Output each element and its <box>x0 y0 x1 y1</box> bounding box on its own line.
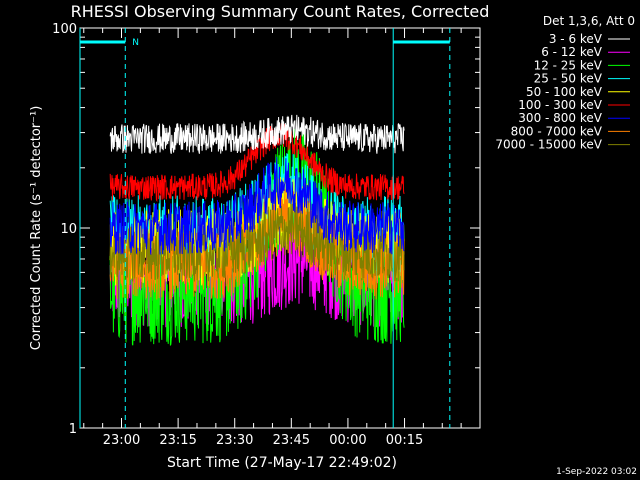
y-axis-label: Corrected Count Rate (s⁻¹ detector⁻¹) <box>29 106 44 351</box>
y-tick-label: 10 <box>60 222 77 237</box>
legend-label-3: 25 - 50 keV <box>534 72 603 86</box>
event-label: N <box>132 38 139 48</box>
legend-label-1: 6 - 12 keV <box>541 45 603 59</box>
y-tick-label: 100 <box>52 22 77 37</box>
x-tick-label: 23:15 <box>159 433 196 448</box>
legend-label-0: 3 - 6 keV <box>549 32 603 46</box>
chart-title: RHESSI Observing Summary Count Rates, Co… <box>71 2 490 21</box>
x-tick-label: 00:00 <box>329 433 366 448</box>
legend-title: Det 1,3,6, Att 0 <box>543 14 635 28</box>
series-layer <box>109 114 405 346</box>
legend-label-4: 50 - 100 keV <box>526 85 603 99</box>
series-line-6 <box>109 156 405 255</box>
footer-timestamp: 1-Sep-2022 03:02 <box>556 467 637 477</box>
series-line-5 <box>109 123 405 203</box>
x-tick-label: 00:15 <box>386 433 423 448</box>
series-line-2 <box>109 128 405 346</box>
x-tick-label: 23:45 <box>273 433 310 448</box>
x-tick-label: 23:00 <box>103 433 140 448</box>
legend-label-5: 100 - 300 keV <box>518 98 602 112</box>
legend-label-7: 800 - 7000 keV <box>511 124 603 138</box>
legend-label-6: 300 - 800 keV <box>518 111 602 125</box>
y-tick-label: 1 <box>69 422 77 437</box>
x-tick-label: 23:30 <box>216 433 253 448</box>
events-layer: N <box>79 28 451 428</box>
axes: 1 10 100 23:00 23:15 23:30 23:45 00:00 00:15 <box>52 22 481 448</box>
legend-label-2: 12 - 25 keV <box>534 58 603 72</box>
series-line-0 <box>109 114 405 154</box>
x-axis-label: Start Time (27-May-17 22:49:02) <box>167 455 397 471</box>
legend-label-8: 7000 - 15000 keV <box>495 138 602 152</box>
